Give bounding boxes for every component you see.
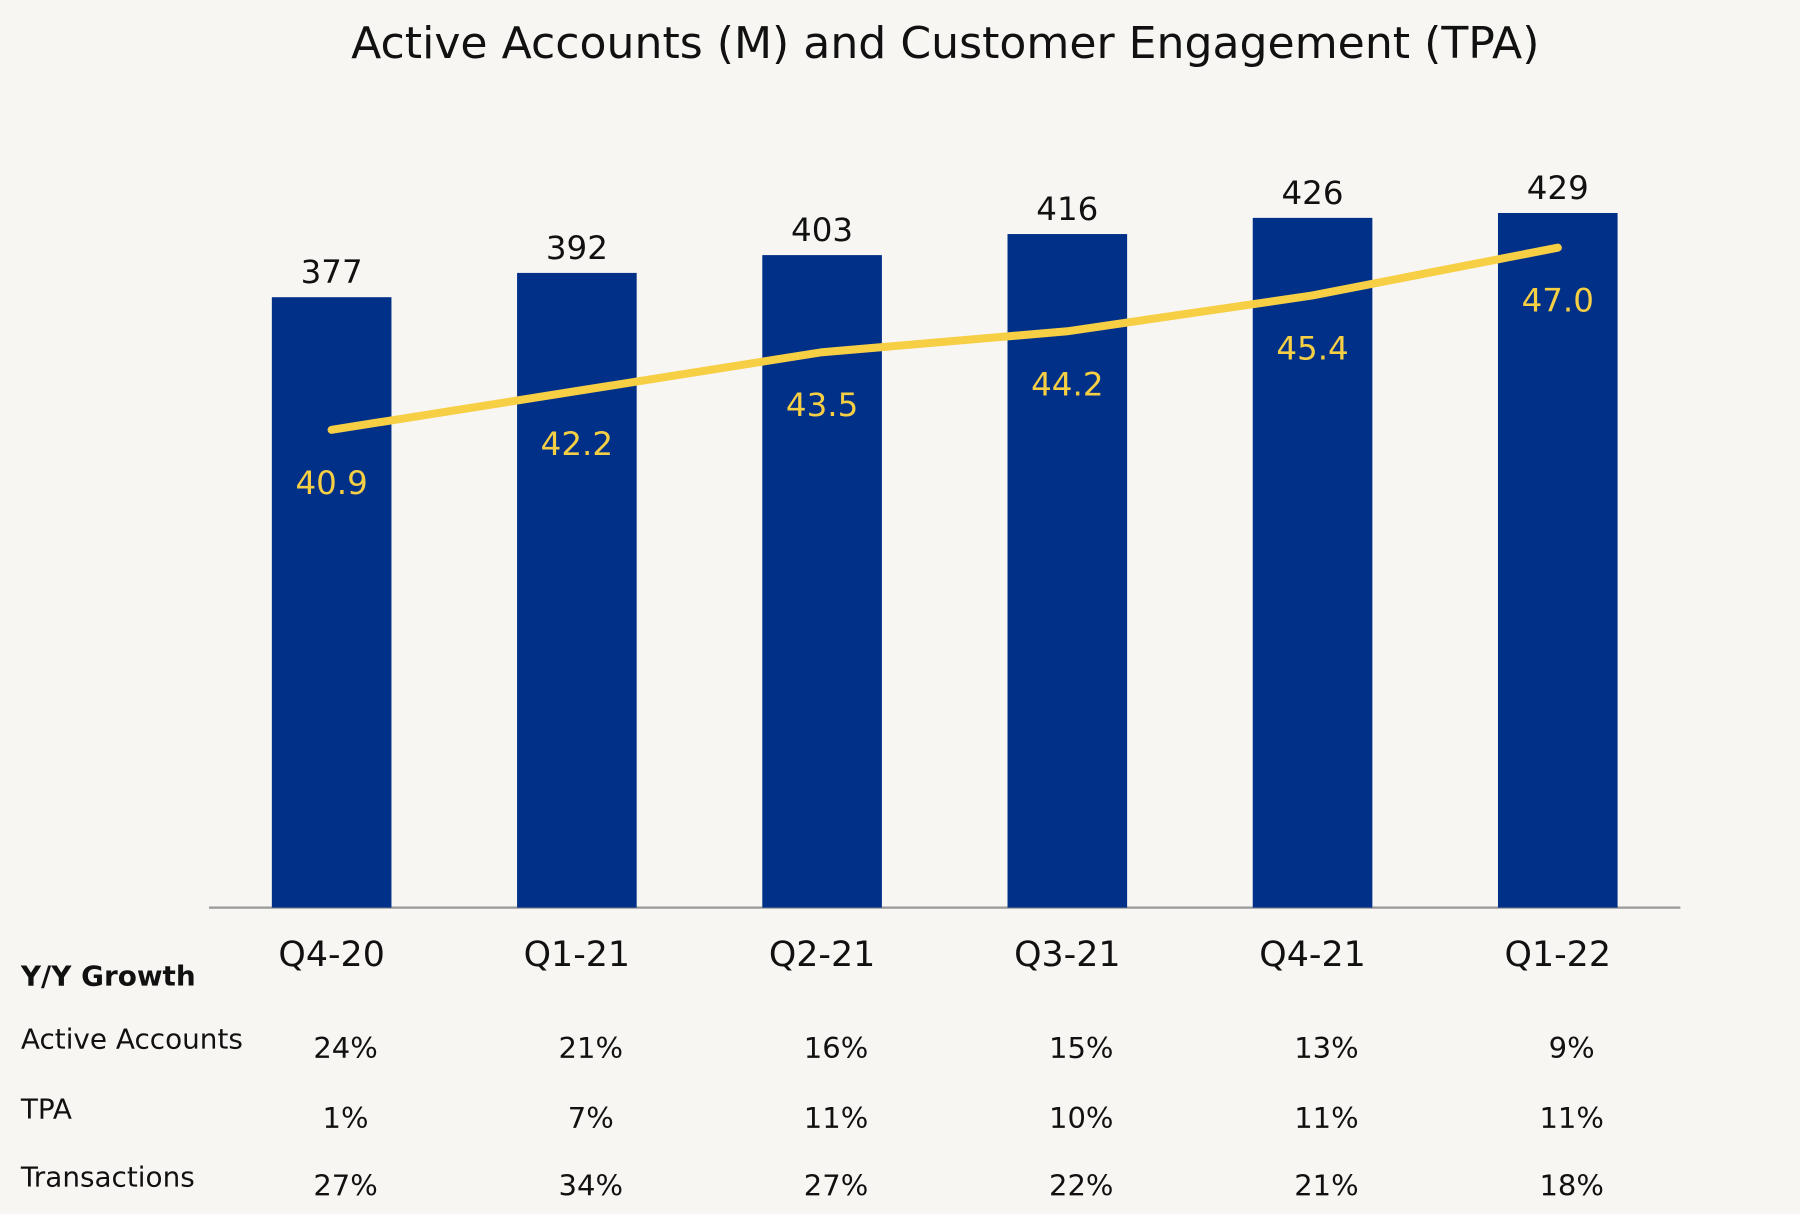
- bar-value-label: 426: [1282, 174, 1344, 212]
- bar: [517, 272, 637, 908]
- bar: [1252, 217, 1373, 908]
- table-cell: 27%: [313, 1169, 378, 1203]
- bar: [1497, 213, 1618, 908]
- table-cell: 18%: [1539, 1169, 1604, 1203]
- tpa-line: [327, 243, 1562, 434]
- table-cell: 10%: [1049, 1101, 1114, 1135]
- table-cell: 34%: [559, 1169, 624, 1203]
- chart-title: Active Accounts (M) and Customer Engagem…: [351, 18, 1539, 69]
- x-tick-label: Q3-21: [1014, 935, 1120, 975]
- bar-value-label: 403: [791, 211, 853, 249]
- line-value-label: 40.9: [295, 464, 367, 502]
- table-row-label: Transactions: [20, 1161, 195, 1194]
- bar-value-label: 392: [546, 229, 608, 267]
- table-cell: 7%: [568, 1101, 614, 1135]
- table-cell: 15%: [1049, 1031, 1114, 1065]
- x-tick-label: Q4-21: [1259, 935, 1365, 975]
- line-value-label: 45.4: [1276, 330, 1348, 368]
- table-cell: 11%: [1294, 1101, 1359, 1135]
- table-cell: 24%: [313, 1031, 378, 1065]
- bar-value-label: 429: [1527, 169, 1589, 207]
- x-tick-label: Q1-21: [524, 935, 630, 975]
- x-tick-label: Q4-20: [278, 935, 384, 975]
- table-row-label: Active Accounts: [21, 1023, 243, 1056]
- table-cell: 21%: [1294, 1169, 1359, 1203]
- table-cell: 22%: [1049, 1169, 1114, 1203]
- table-cell: 11%: [804, 1101, 869, 1135]
- table-title: Y/Y Growth: [20, 960, 196, 993]
- line-value-label: 47.0: [1522, 282, 1594, 320]
- line-value-label: 44.2: [1031, 366, 1103, 404]
- bar-value-label: 377: [301, 253, 363, 291]
- x-tick-label: Q1-22: [1505, 935, 1611, 975]
- table-cell: 1%: [323, 1101, 369, 1135]
- bar: [1007, 234, 1128, 908]
- table-row-label: TPA: [20, 1093, 72, 1126]
- table-cell: 21%: [559, 1031, 624, 1065]
- table-cell: 16%: [804, 1031, 869, 1065]
- table-cell: 9%: [1549, 1031, 1595, 1065]
- bar: [271, 297, 392, 908]
- table-cell: 27%: [804, 1169, 869, 1203]
- bar: [762, 255, 882, 908]
- line-value-label: 43.5: [786, 386, 858, 424]
- line-value-label: 42.2: [541, 425, 613, 463]
- bar-value-label: 416: [1036, 190, 1098, 228]
- table-cell: 13%: [1294, 1031, 1359, 1065]
- x-tick-label: Q2-21: [769, 935, 875, 975]
- table-cell: 11%: [1539, 1101, 1604, 1135]
